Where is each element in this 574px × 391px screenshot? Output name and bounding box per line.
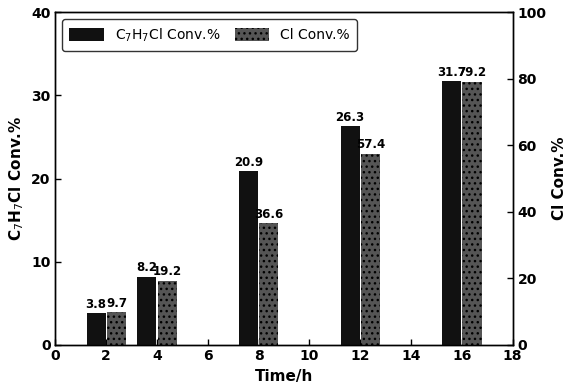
Y-axis label: C$_7$H$_7$Cl Conv.%: C$_7$H$_7$Cl Conv.% bbox=[7, 116, 26, 241]
Y-axis label: Cl Conv.%: Cl Conv.% bbox=[552, 137, 567, 220]
Bar bbox=[137, 276, 156, 344]
Text: 31.7: 31.7 bbox=[437, 66, 466, 79]
Legend: C$_7$H$_7$Cl Conv.%, Cl Conv.%: C$_7$H$_7$Cl Conv.%, Cl Conv.% bbox=[63, 20, 357, 51]
Text: 8.2: 8.2 bbox=[137, 261, 157, 274]
Bar bbox=[361, 154, 380, 344]
Bar bbox=[158, 281, 177, 344]
Text: 57.4: 57.4 bbox=[356, 138, 385, 151]
Bar bbox=[340, 126, 359, 344]
Text: 9.7: 9.7 bbox=[106, 297, 127, 310]
Bar bbox=[239, 171, 258, 344]
Bar bbox=[107, 312, 126, 344]
Text: 26.3: 26.3 bbox=[336, 111, 364, 124]
Bar bbox=[259, 223, 278, 344]
X-axis label: Time/h: Time/h bbox=[255, 369, 313, 384]
Text: 19.2: 19.2 bbox=[153, 265, 182, 278]
Text: 3.8: 3.8 bbox=[86, 298, 107, 310]
Text: 36.6: 36.6 bbox=[254, 208, 284, 221]
Bar bbox=[87, 313, 106, 344]
Text: 79.2: 79.2 bbox=[457, 66, 487, 79]
Text: 20.9: 20.9 bbox=[234, 156, 263, 169]
Bar bbox=[442, 81, 461, 344]
Bar bbox=[463, 82, 482, 344]
